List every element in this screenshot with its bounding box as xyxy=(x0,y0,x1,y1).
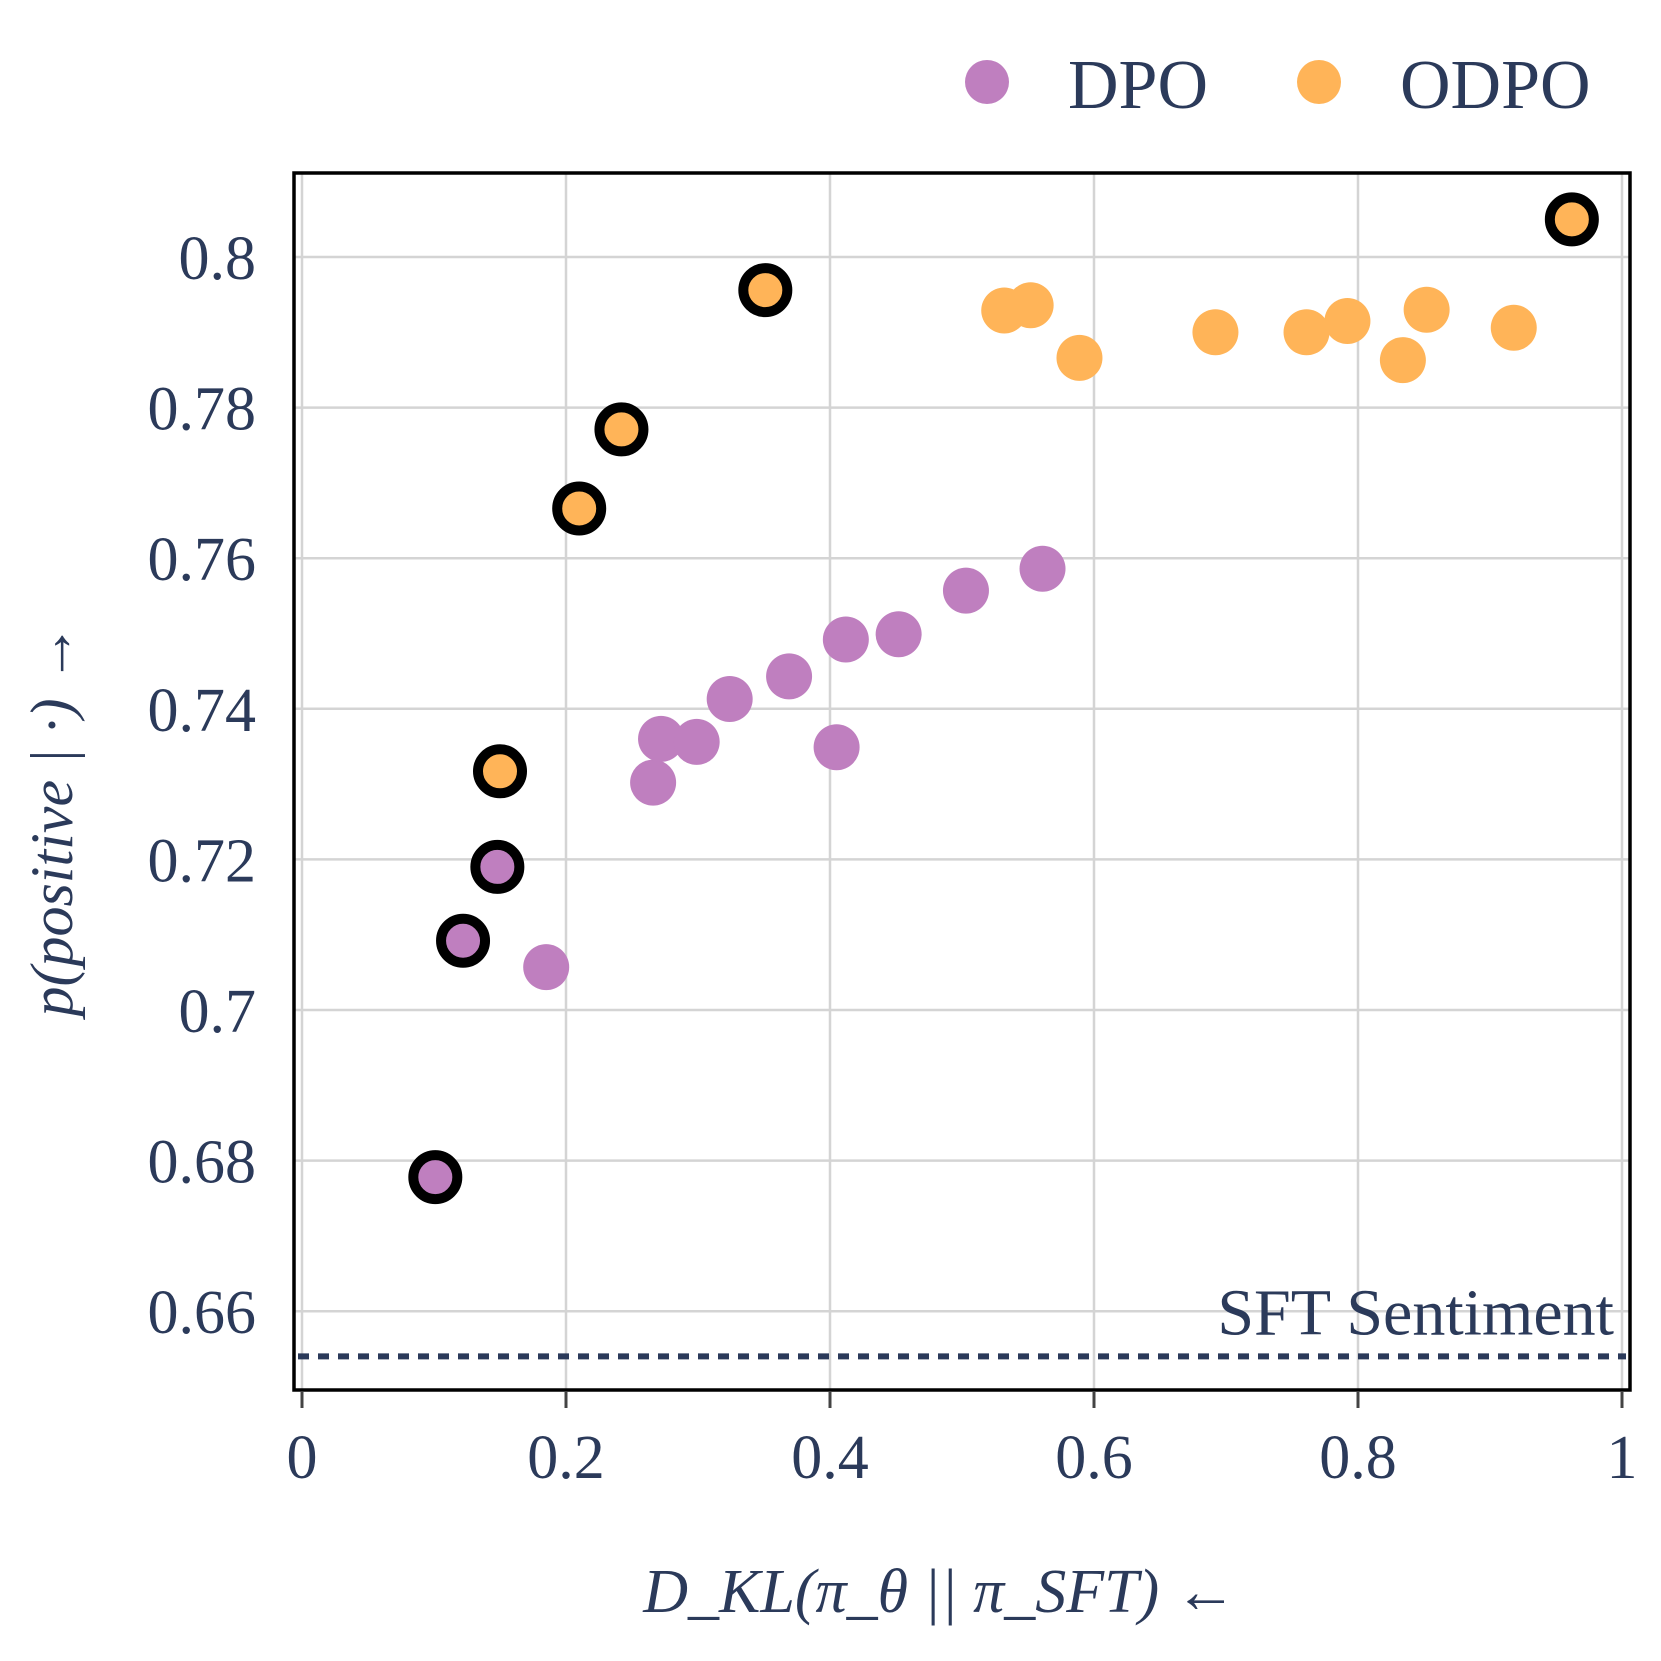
legend-label-dpo: DPO xyxy=(1068,47,1208,124)
point-odpo-highlighted xyxy=(1544,192,1599,247)
x-axis-ticks: 0 0.2 0.4 0.6 0.8 1 xyxy=(287,1392,1638,1492)
y-tick-label: 0.76 xyxy=(148,526,257,594)
point-dpo xyxy=(813,724,860,771)
point-dpo xyxy=(706,676,753,723)
legend-marker-dpo xyxy=(965,60,1009,104)
point-odpo-highlighted xyxy=(473,744,527,799)
y-axis-title: p(positive | ·) → xyxy=(19,623,85,1020)
y-tick-label: 0.66 xyxy=(148,1279,257,1347)
point-odpo-highlighted xyxy=(594,402,649,457)
point-dpo xyxy=(638,715,685,762)
point-dpo xyxy=(822,616,869,663)
y-tick-label: 0.68 xyxy=(148,1129,257,1197)
point-odpo xyxy=(1324,298,1371,345)
legend-marker-odpo xyxy=(1297,60,1341,104)
y-tick-label: 0.8 xyxy=(179,225,257,293)
y-tick-label: 0.78 xyxy=(148,376,257,444)
legend-label-odpo: ODPO xyxy=(1400,47,1591,124)
x-tick-label: 0.6 xyxy=(1055,1424,1133,1492)
point-dpo xyxy=(1019,545,1066,592)
grid-lines xyxy=(294,173,1630,1390)
y-tick-label: 0.74 xyxy=(148,677,257,745)
y-axis-ticks: 0.66 0.68 0.7 0.72 0.74 0.76 0.78 0.8 xyxy=(148,225,257,1347)
point-odpo xyxy=(1192,309,1239,356)
point-dpo-highlighted xyxy=(470,839,525,894)
legend: DPO ODPO xyxy=(965,47,1591,124)
point-odpo xyxy=(1379,337,1426,384)
data-points xyxy=(408,192,1599,1205)
x-tick-label: 0.8 xyxy=(1319,1424,1397,1492)
point-odpo xyxy=(1283,309,1330,356)
point-dpo xyxy=(630,759,677,806)
point-dpo xyxy=(523,944,570,991)
plot-frame xyxy=(292,171,1632,1392)
x-tick-label: 0 xyxy=(287,1424,318,1492)
point-odpo xyxy=(1007,282,1054,329)
point-odpo xyxy=(1490,304,1537,351)
y-tick-label: 0.7 xyxy=(179,978,257,1046)
point-odpo xyxy=(1056,334,1103,381)
point-dpo xyxy=(673,718,720,765)
point-dpo-highlighted xyxy=(436,913,491,968)
point-odpo xyxy=(1403,286,1450,333)
point-odpo-highlighted xyxy=(552,481,607,536)
sft-reference-label: SFT Sentiment xyxy=(1217,1276,1614,1349)
point-odpo-highlighted xyxy=(738,263,793,318)
x-tick-label: 1 xyxy=(1607,1424,1638,1492)
y-tick-label: 0.72 xyxy=(148,827,257,895)
reference-line-group: SFT Sentiment xyxy=(298,1276,1626,1360)
point-dpo xyxy=(942,567,989,614)
x-tick-label: 0.4 xyxy=(791,1424,869,1492)
point-dpo-highlighted xyxy=(408,1150,463,1205)
x-tick-label: 0.2 xyxy=(527,1424,605,1492)
x-axis-title: D_KL(π_θ || π_SFT) ← xyxy=(642,1558,1236,1626)
point-dpo xyxy=(766,653,813,700)
point-dpo xyxy=(875,611,922,658)
